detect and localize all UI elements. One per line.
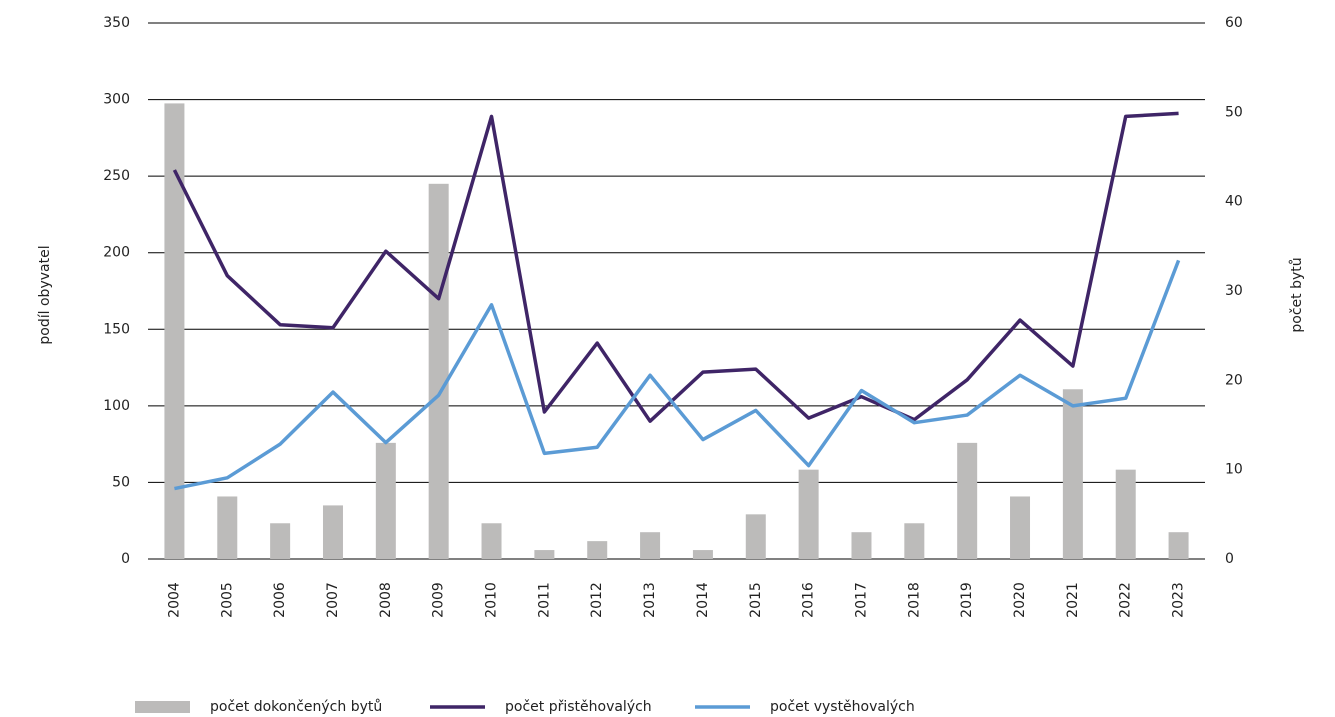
bar [587, 541, 608, 559]
y-tick-label: 50 [112, 474, 130, 490]
bar [1010, 496, 1031, 559]
bar [322, 505, 343, 559]
bar [481, 523, 502, 559]
y2-axis-label: počet bytů [1289, 257, 1305, 332]
legend-label: počet dokončených bytů [210, 699, 382, 715]
bar [1115, 469, 1136, 559]
x-tick-label: 2016 [801, 582, 817, 618]
bar [270, 523, 291, 559]
y-tick-label: 250 [103, 168, 130, 184]
legend-label: počet vystěhovalých [770, 699, 915, 715]
x-tick-label: 2010 [484, 582, 500, 618]
x-tick-label: 2009 [431, 582, 447, 618]
bar [1062, 389, 1083, 559]
line [174, 259, 1181, 491]
x-tick-label: 2014 [695, 582, 711, 618]
y2-tick-label: 20 [1225, 372, 1243, 388]
x-tick-label: 2012 [589, 582, 605, 618]
bar [904, 523, 925, 559]
x-tick-label: 2019 [959, 582, 975, 618]
x-tick-label: 2011 [536, 582, 552, 618]
x-tick-label: 2008 [378, 582, 394, 618]
bar [640, 532, 661, 559]
y2-tick-label: 10 [1225, 462, 1243, 478]
y2-tick-label: 0 [1225, 551, 1234, 567]
x-tick-label: 2013 [642, 582, 658, 618]
bar [428, 183, 449, 560]
legend-label: počet přistěhovalých [505, 699, 652, 715]
bar [745, 514, 766, 559]
bar [798, 469, 819, 559]
x-tick-label: 2017 [853, 582, 869, 618]
y2-tick-label: 30 [1225, 283, 1243, 299]
y-axis-label: podíl obyvatel [37, 245, 53, 344]
x-tick-label: 2007 [325, 582, 341, 618]
x-tick-label: 2006 [272, 582, 288, 618]
bar [217, 496, 238, 559]
y2-tick-label: 60 [1225, 15, 1243, 31]
bar [375, 442, 396, 559]
bar [164, 103, 185, 560]
x-tick-label: 2004 [166, 582, 182, 618]
y-tick-label: 0 [121, 551, 130, 567]
line [172, 111, 1179, 423]
bar [851, 532, 872, 559]
x-tick-label: 2023 [1171, 582, 1187, 618]
bar [534, 550, 555, 559]
x-tick-label: 2021 [1065, 582, 1081, 618]
y2-tick-label: 40 [1225, 194, 1243, 210]
y-tick-label: 200 [103, 245, 130, 261]
bar [1168, 532, 1189, 559]
bar [957, 442, 978, 559]
x-tick-label: 2015 [748, 582, 764, 618]
x-tick-label: 2020 [1012, 582, 1028, 618]
x-tick-label: 2022 [1118, 582, 1134, 618]
y2-tick-label: 50 [1225, 104, 1243, 120]
x-tick-label: 2018 [906, 582, 922, 618]
y-tick-label: 150 [103, 321, 130, 337]
legend-swatch [135, 701, 190, 713]
x-tick-label: 2005 [219, 582, 235, 618]
y-tick-label: 300 [103, 92, 130, 108]
y-tick-label: 100 [103, 398, 130, 414]
y-tick-label: 350 [103, 15, 130, 31]
bar [692, 550, 713, 559]
